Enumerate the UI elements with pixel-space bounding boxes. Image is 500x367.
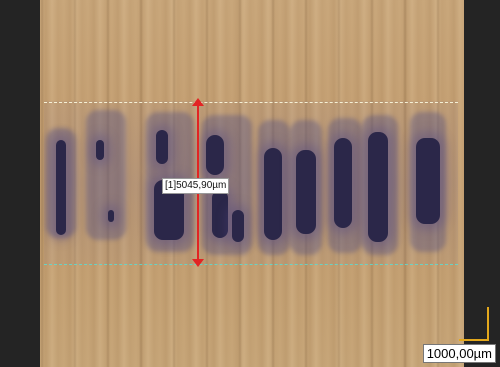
ink-mark	[156, 130, 168, 164]
ink-mark	[296, 150, 316, 234]
arrow-up-icon[interactable]	[192, 98, 204, 106]
printed-band	[44, 101, 458, 265]
ink-mark	[264, 148, 282, 240]
ink-mark	[206, 135, 224, 175]
ink-mark	[368, 132, 388, 242]
measurement-guide-bottom	[44, 264, 458, 265]
scale-bar-label: 1000,00µm	[422, 344, 496, 363]
ink-mark	[96, 140, 104, 160]
scale-bar-horizontal	[459, 339, 489, 341]
scale-bar-vertical	[487, 307, 489, 341]
ink-mark	[416, 138, 440, 224]
measurement-label[interactable]: [1]5045,90µm	[162, 178, 230, 194]
ink-mark	[334, 138, 352, 228]
ink-mark	[212, 190, 228, 238]
measurement-guide-top	[44, 102, 458, 103]
arrow-down-icon[interactable]	[192, 259, 204, 267]
ink-smudge	[86, 110, 126, 240]
ink-mark	[56, 140, 66, 235]
ink-mark	[232, 210, 244, 242]
ink-mark	[108, 210, 114, 222]
wood-sample-image	[40, 0, 464, 367]
